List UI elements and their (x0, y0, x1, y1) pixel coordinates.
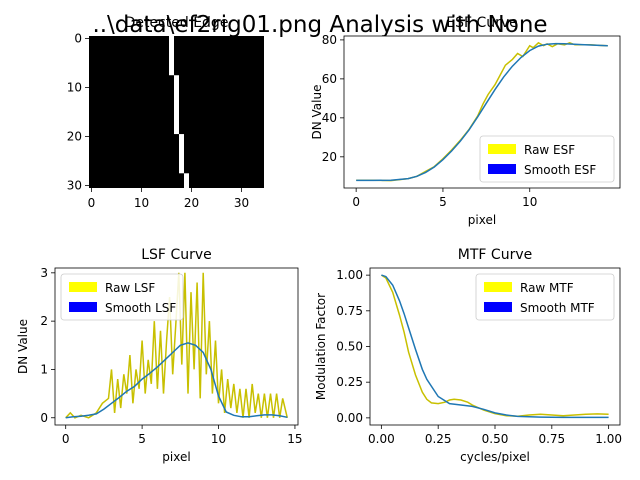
legend-swatch-smooth (488, 164, 516, 174)
lsf-frame (54, 267, 299, 426)
x-tick-label: 20 (184, 196, 199, 210)
legend-swatch-raw (69, 282, 97, 292)
y-tick-label: 30 (67, 179, 82, 193)
y-tick-label: 1 (40, 362, 48, 376)
x-tick-label: 0.50 (482, 432, 509, 446)
edge-pixel-segment (174, 75, 179, 135)
legend-label-raw: Raw LSF (105, 281, 155, 295)
x-tick-label: 0.25 (425, 432, 452, 446)
legend-swatch-raw (484, 282, 512, 292)
y-tick-label: 0.50 (336, 340, 363, 354)
esf-y-axis-label: DN Value (310, 85, 324, 140)
lsf-y-axis-label: DN Value (16, 319, 30, 374)
x-tick-label: 10 (522, 195, 537, 209)
legend-label-smooth: Smooth ESF (524, 163, 596, 177)
lsf-series-raw-line (65, 272, 289, 419)
legend-swatch-smooth (484, 302, 512, 312)
y-tick-label: 0.25 (336, 375, 363, 389)
y-tick-label: 40 (322, 111, 337, 125)
esf-series-smooth-line (356, 42, 608, 182)
figure-suptitle: ..\data\ef2rig01.png Analysis with None (92, 12, 547, 38)
y-tick-label: 10 (67, 80, 82, 94)
y-tick-label: 80 (322, 33, 337, 47)
lsf-title: LSF Curve (141, 247, 212, 263)
y-tick-label: 3 (40, 266, 48, 280)
mtf-series-raw-line (380, 274, 609, 417)
x-tick-label: 0.75 (538, 432, 565, 446)
y-tick-label: 20 (322, 150, 337, 164)
y-tick-label: 1.00 (336, 268, 363, 282)
lsf-series-smooth-line (65, 342, 288, 419)
esf-title: ESF Curve (446, 15, 518, 31)
legend-label-raw: Raw MTF (520, 281, 574, 295)
esf-legend: Raw ESF Smooth ESF (479, 135, 615, 183)
mtf-y-axis-label: Modulation Factor (314, 293, 328, 400)
mtf-x-axis-label: cycles/pixel (460, 450, 530, 464)
lsf-legend: Raw LSF Smooth LSF (60, 273, 184, 321)
x-tick-label: 0.00 (368, 432, 395, 446)
y-tick-label: 0.00 (336, 411, 363, 425)
legend-label-raw: Raw ESF (524, 143, 575, 157)
legend-label-smooth: Smooth MTF (520, 301, 595, 315)
lsf-x-axis-label: pixel (162, 450, 190, 464)
edge-pixel-segment (169, 36, 174, 76)
x-tick-label: 5 (138, 432, 146, 446)
y-tick-label: 0 (40, 411, 48, 425)
y-tick-label: 20 (67, 130, 82, 144)
x-tick-label: 10 (134, 196, 149, 210)
x-tick-label: 30 (234, 196, 249, 210)
x-tick-label: 1.00 (595, 432, 622, 446)
edge-pixel-segment (179, 134, 184, 174)
y-tick-label: 0.75 (336, 304, 363, 318)
x-tick-label: 0 (352, 195, 360, 209)
edge-pixel-segment (184, 173, 189, 188)
x-tick-label: 0 (62, 432, 70, 446)
x-tick-label: 5 (439, 195, 447, 209)
mtf-series-smooth-line (381, 274, 609, 419)
x-tick-label: 15 (287, 432, 302, 446)
legend-label-smooth: Smooth LSF (105, 301, 176, 315)
mtf-title: MTF Curve (458, 247, 532, 263)
mtf-legend: Raw MTF Smooth MTF (475, 273, 615, 321)
x-tick-label: 10 (211, 432, 226, 446)
y-tick-label: 2 (40, 314, 48, 328)
y-tick-label: 60 (322, 72, 337, 86)
x-tick-label: 0 (88, 196, 96, 210)
legend-swatch-raw (488, 144, 516, 154)
y-tick-label: 0 (74, 31, 82, 45)
edge-panel-title: Detected Edge (125, 15, 229, 31)
esf-frame (343, 35, 621, 189)
legend-swatch-smooth (69, 302, 97, 312)
esf-x-axis-label: pixel (468, 213, 496, 227)
